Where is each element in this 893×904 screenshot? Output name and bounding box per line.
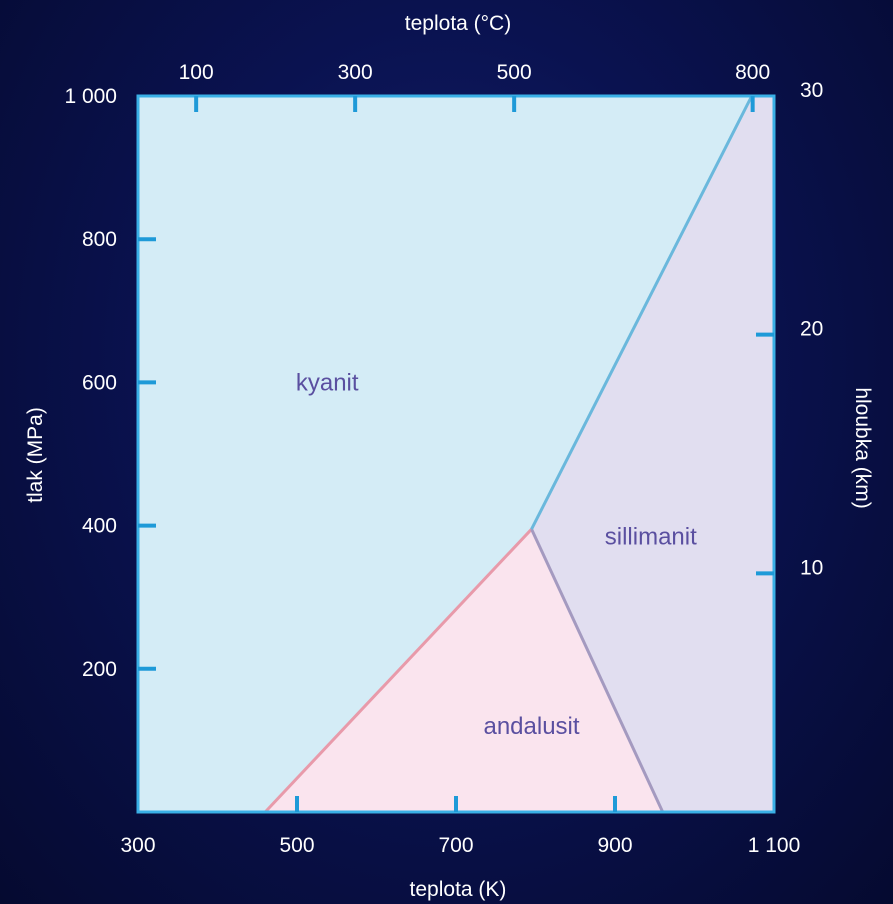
- tick-label-top: 500: [497, 61, 532, 84]
- tick-label-bottom: 500: [279, 834, 314, 857]
- tick-label-right: 10: [800, 556, 823, 579]
- tick-label-bottom: 700: [438, 834, 473, 857]
- boundary-andalusit-sillimanit: [530, 528, 665, 813]
- axis-title-left: tlak (MPa): [24, 407, 47, 503]
- phase-boundaries: [264, 95, 754, 814]
- tick-labels: 300 500 700 900 1 100 100 300 500 800 200 400 600 80…: [64, 61, 823, 857]
- boundary-kyanit-sillimanit: [530, 95, 754, 530]
- tick-label-bottom: 300: [120, 834, 155, 857]
- tick-label-bottom: 900: [597, 834, 632, 857]
- axis-title-bottom: teplota (K): [410, 878, 507, 901]
- tick-label-left: 1 000: [64, 85, 117, 108]
- region-kyanit: [138, 96, 752, 812]
- tick-label-left: 600: [82, 371, 117, 394]
- boundary-kyanit-andalusit: [264, 528, 533, 814]
- axis-title-right: hloubka (km): [851, 387, 874, 508]
- region-label-kyanit: kyanit: [296, 369, 359, 396]
- region-sillimanit: [531, 96, 774, 812]
- tick-label-left: 800: [82, 228, 117, 251]
- tick-label-left: 200: [82, 658, 117, 681]
- region-label-sillimanit: sillimanit: [605, 523, 697, 550]
- regions: [138, 96, 774, 812]
- axis-title-top: teplota (°C): [405, 12, 511, 35]
- tick-label-top: 100: [179, 61, 214, 84]
- region-label-andalusit: andalusit: [483, 713, 579, 740]
- region-labels: kyanit sillimanit andalusit: [296, 369, 697, 740]
- ticks: [138, 96, 774, 812]
- tick-label-left: 400: [82, 515, 117, 538]
- tick-label-top: 300: [338, 61, 373, 84]
- tick-label-right: 20: [800, 318, 823, 341]
- tick-label-bottom: 1 100: [748, 834, 801, 857]
- tick-label-top: 800: [735, 61, 770, 84]
- tick-label-right: 30: [800, 79, 823, 102]
